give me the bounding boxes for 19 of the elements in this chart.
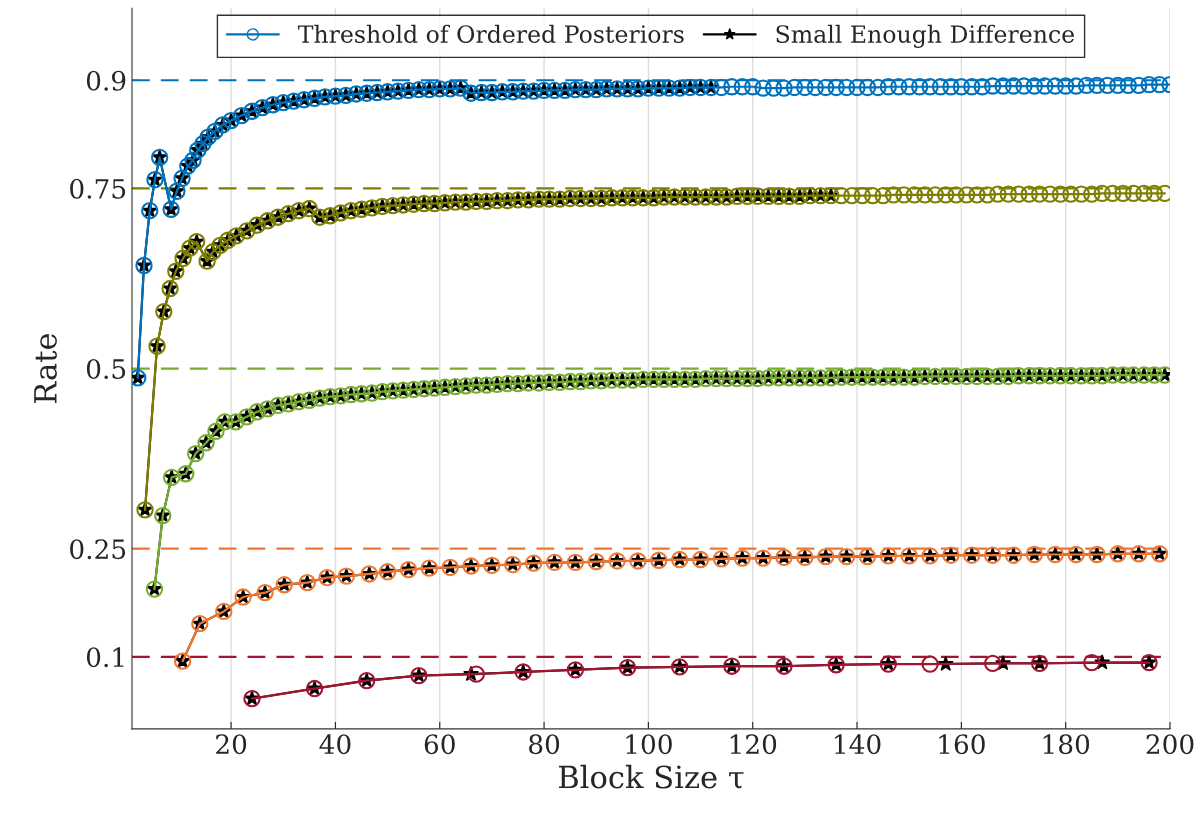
x-tick-label: 120 bbox=[730, 734, 777, 755]
x-tick-label: 60 bbox=[424, 734, 455, 755]
y-axis-title: Rate bbox=[34, 333, 57, 403]
x-tick-label: 200 bbox=[1146, 734, 1194, 755]
x-tick-label: 20 bbox=[216, 734, 247, 755]
x-tick-label: 80 bbox=[529, 734, 560, 755]
x-tick-label: 140 bbox=[835, 734, 881, 755]
x-tick-label: 40 bbox=[319, 734, 351, 755]
legend-label: Small Enough Difference bbox=[776, 24, 1074, 48]
y-tick-label: 0.75 bbox=[70, 178, 126, 199]
legend-label: Threshold of Ordered Posteriors bbox=[297, 24, 684, 43]
y-tick-label: 0.25 bbox=[70, 539, 126, 560]
y-tick-label: 0.9 bbox=[86, 70, 126, 91]
y-tick-label: 0.5 bbox=[86, 358, 126, 379]
x-tick-label: 160 bbox=[939, 734, 985, 755]
x-tick-label: 180 bbox=[1043, 734, 1090, 755]
x-axis-title: Block Size τ bbox=[558, 764, 744, 789]
y-tick-label: 0.1 bbox=[86, 647, 124, 668]
x-tick-label: 100 bbox=[626, 734, 672, 755]
